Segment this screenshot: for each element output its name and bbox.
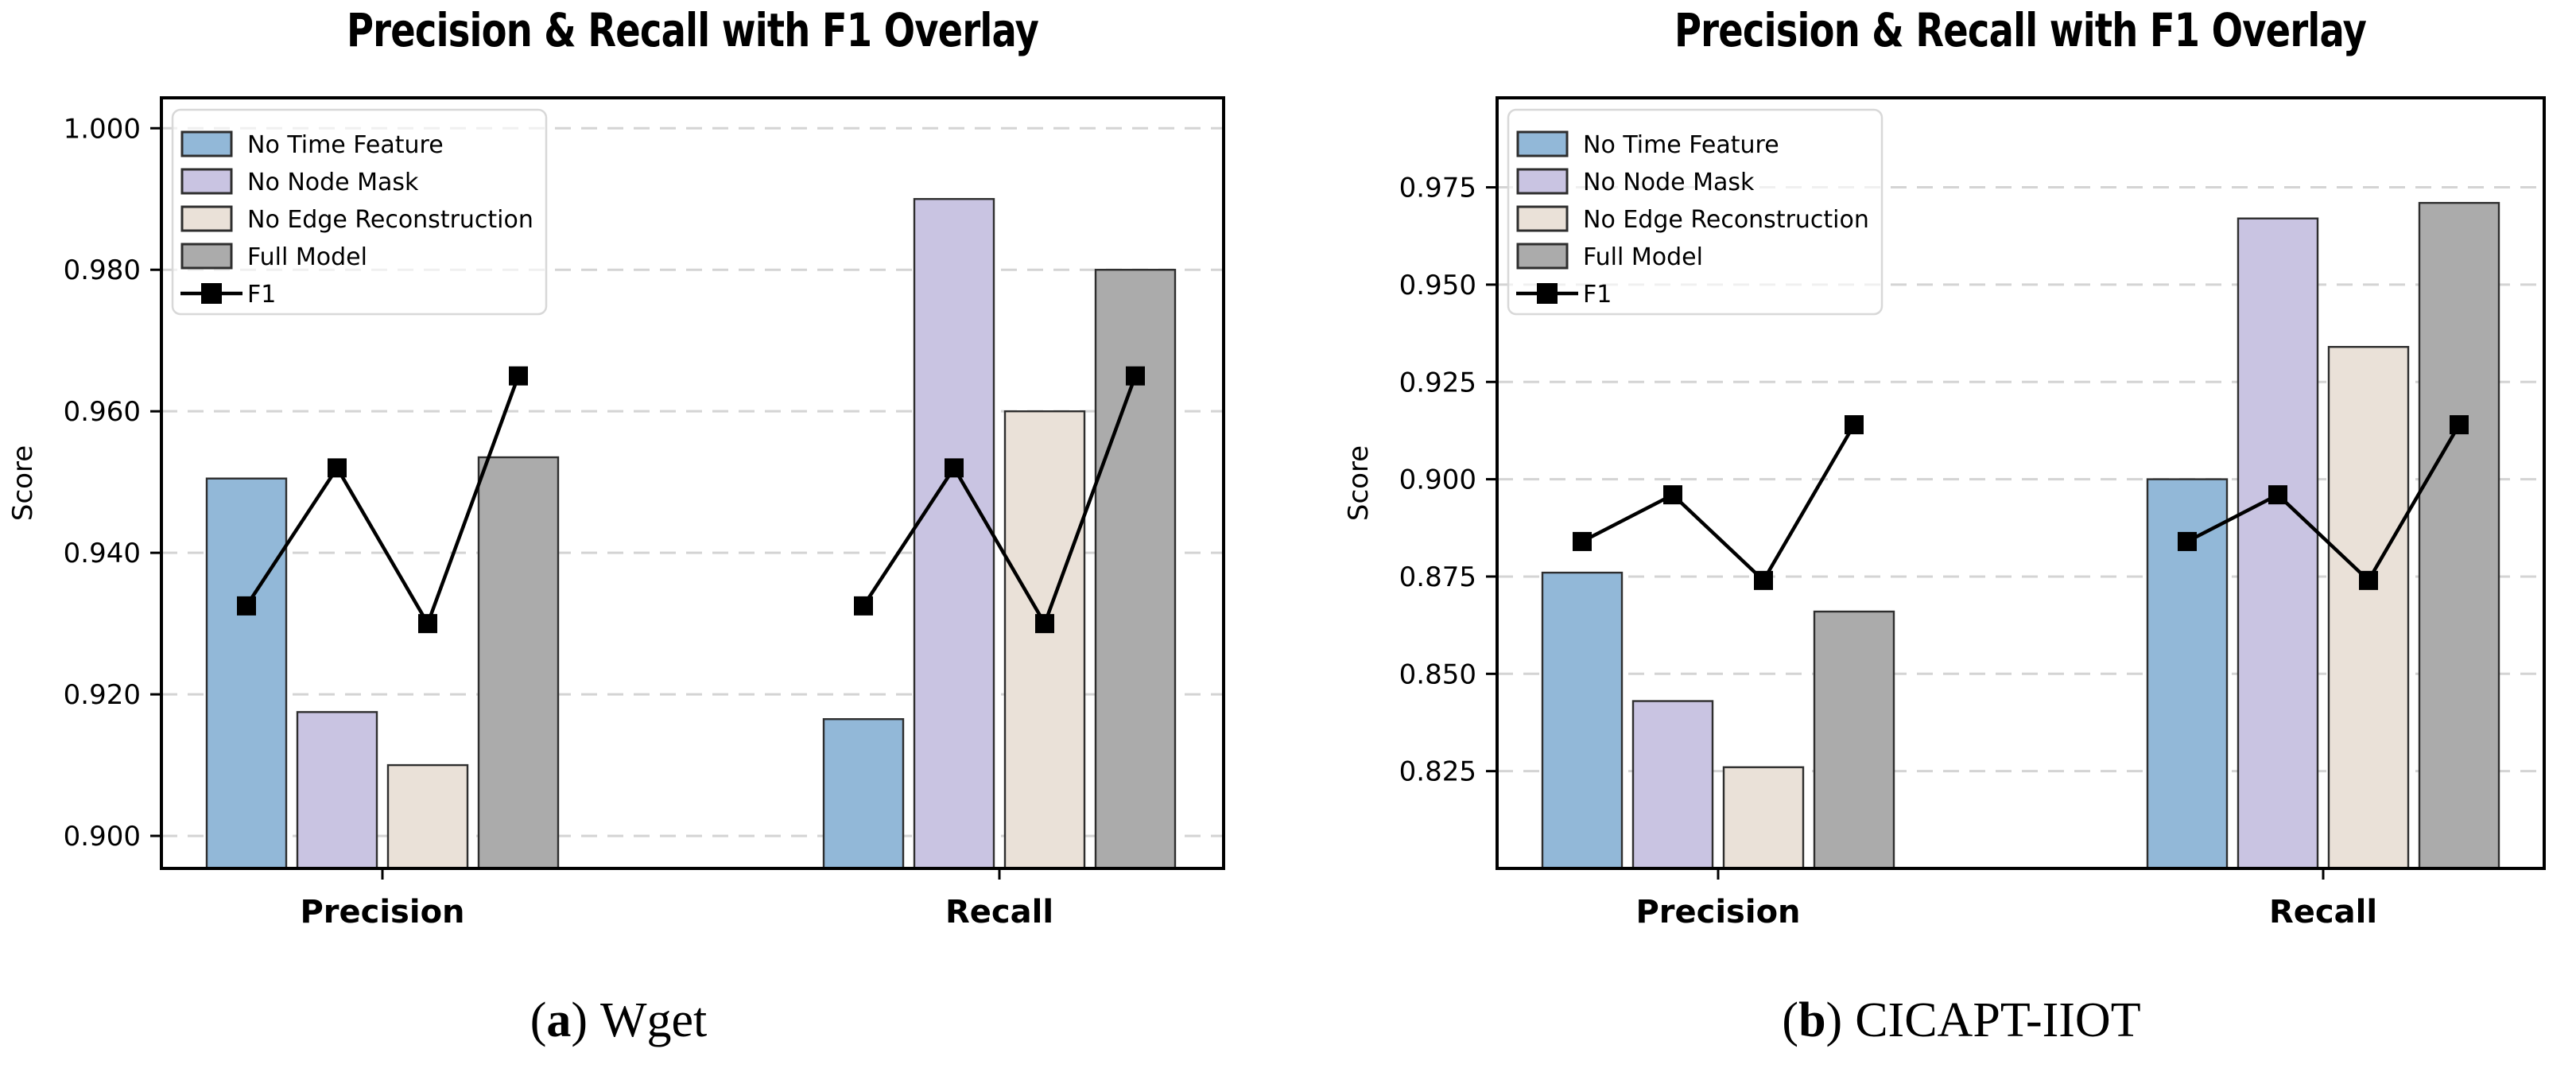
y-tick-label: 0.925: [1399, 367, 1476, 398]
legend-label-no-node-mask: No Node Mask: [247, 169, 419, 196]
f1-marker: [1035, 614, 1054, 634]
x-tick-label-recall: Recall: [945, 894, 1053, 930]
bar-no-edge-reconstruction-precision: [386, 763, 469, 870]
legend-swatch-no-time-feature: [1516, 130, 1569, 157]
bar-no-node-mask-precision: [1631, 700, 1714, 870]
y-tick-label: 0.960: [64, 396, 141, 428]
axes-box: [1496, 96, 2546, 870]
x-tick-label-recall: Recall: [2269, 894, 2377, 930]
bar-full-model-recall: [2418, 201, 2500, 870]
plot-canvas-b: 0.825 0.850 0.875 0.900 0.925 0.950 0.975 Preci…: [1343, 96, 2546, 930]
caption-a: (a) Wget: [530, 992, 708, 1049]
f1-marker: [509, 366, 528, 386]
f1-marker: [1663, 485, 1682, 505]
bar-no-time-feature-precision: [1541, 571, 1624, 870]
caption-letter: a: [546, 993, 572, 1047]
bar-no-node-mask-recall: [913, 198, 995, 870]
y-tick-label: 0.875: [1399, 561, 1476, 593]
f1-marker: [2268, 485, 2287, 505]
y-tick-label: 0.940: [64, 538, 141, 569]
plot-canvas-a: 0.900 0.920 0.940 0.960 0.980 1.000 Precision R…: [7, 96, 1225, 930]
caption-paren-open: (: [1782, 993, 1799, 1047]
caption-label: CICAPT-IIOT: [1855, 993, 2141, 1047]
legend-swatch-no-edge-reconstruction: [180, 205, 233, 232]
y-tick-label: 0.850: [1399, 658, 1476, 690]
bar-no-time-feature-recall: [822, 718, 905, 870]
legend-label-full-model: Full Model: [247, 243, 367, 271]
y-axis-label: Score: [7, 445, 39, 521]
bar-full-model-recall: [1094, 269, 1177, 870]
y-tick-label: 0.920: [64, 679, 141, 711]
caption-letter: b: [1798, 993, 1826, 1047]
legend: No Time Feature No Node Mask No Edge Recon…: [171, 108, 548, 316]
legend-label-no-time-feature: No Time Feature: [247, 131, 444, 159]
f1-marker: [854, 596, 873, 616]
legend-label-f1: F1: [1583, 281, 1612, 309]
legend-label-full-model: Full Model: [1583, 243, 1703, 271]
legend-label-no-edge-reconstruction: No Edge Reconstruction: [247, 206, 533, 234]
legend-swatch-full-model: [1516, 243, 1569, 270]
y-tick-label: 0.975: [1399, 173, 1476, 204]
axes-box: [160, 96, 1225, 870]
legend-swatch-no-time-feature: [180, 130, 233, 157]
caption-paren-close: ): [571, 993, 588, 1047]
f1-marker: [2450, 415, 2469, 435]
caption-b: (b) CICAPT-IIOT: [1782, 992, 2140, 1049]
legend: No Time Feature No Node Mask No Edge Recon…: [1507, 108, 1884, 316]
legend-label-no-edge-reconstruction: No Edge Reconstruction: [1583, 206, 1869, 234]
bar-no-edge-reconstruction-recall: [2327, 346, 2410, 870]
y-axis-label: Score: [1343, 445, 1375, 521]
legend-label-f1: F1: [247, 281, 276, 309]
f1-marker: [2178, 531, 2197, 551]
f1-marker: [1754, 570, 1773, 590]
legend-box: [171, 108, 548, 316]
panel-cicapt-iiot: Precision & Recall with F1 Overlay 0.825…: [1288, 0, 2576, 1076]
legend-box: [1507, 108, 1884, 316]
f1-line-recall: [2186, 423, 2461, 584]
caption-paren-close: ): [1825, 993, 1843, 1047]
f1-line-recall: [862, 375, 1138, 628]
f1-marker: [945, 458, 964, 478]
bar-no-node-mask-recall: [2237, 217, 2319, 870]
y-tick-label: 0.825: [1399, 756, 1476, 788]
legend-swatch-full-model: [180, 243, 233, 270]
x-tick-label-precision: Precision: [300, 894, 464, 930]
chart-title: Precision & Recall with F1 Overlay: [1674, 3, 2367, 57]
f1-marker: [237, 596, 256, 616]
y-tick-label: 0.900: [1399, 464, 1476, 496]
legend-f1-marker: [1537, 283, 1558, 304]
y-tick-label: 1.000: [64, 113, 141, 145]
legend-swatch-no-node-mask: [180, 168, 233, 195]
y-tick-label: 0.950: [1399, 270, 1476, 301]
legend-label-no-time-feature: No Time Feature: [1583, 131, 1779, 159]
bar-no-edge-reconstruction-recall: [1003, 410, 1086, 870]
f1-marker: [1126, 366, 1145, 386]
bar-no-edge-reconstruction-precision: [1722, 766, 1805, 870]
f1-line-precision: [1581, 423, 1856, 584]
caption-paren-open: (: [530, 993, 547, 1047]
y-tick-label: 0.900: [64, 821, 141, 853]
legend-label-no-node-mask: No Node Mask: [1583, 169, 1755, 196]
bar-no-time-feature-precision: [205, 477, 288, 870]
f1-line-precision: [245, 375, 521, 628]
bar-full-model-precision: [1813, 610, 1895, 870]
y-tick-label: 0.980: [64, 254, 141, 286]
panel-wget: Precision & Recall with F1 Overlay 0.900…: [7, 3, 1225, 1049]
caption-label: Wget: [600, 993, 708, 1047]
f1-marker: [1573, 531, 1592, 551]
bar-no-node-mask-precision: [296, 711, 378, 870]
f1-marker: [328, 458, 347, 478]
f1-marker: [1845, 415, 1864, 435]
bar-full-model-precision: [477, 456, 560, 870]
legend-swatch-no-edge-reconstruction: [1516, 205, 1569, 232]
legend-f1-marker: [201, 283, 222, 304]
x-tick-label-precision: Precision: [1635, 894, 1800, 930]
f1-marker: [2359, 570, 2378, 590]
f1-marker: [418, 614, 437, 634]
legend-swatch-no-node-mask: [1516, 168, 1569, 195]
chart-title: Precision & Recall with F1 Overlay: [346, 3, 1039, 57]
